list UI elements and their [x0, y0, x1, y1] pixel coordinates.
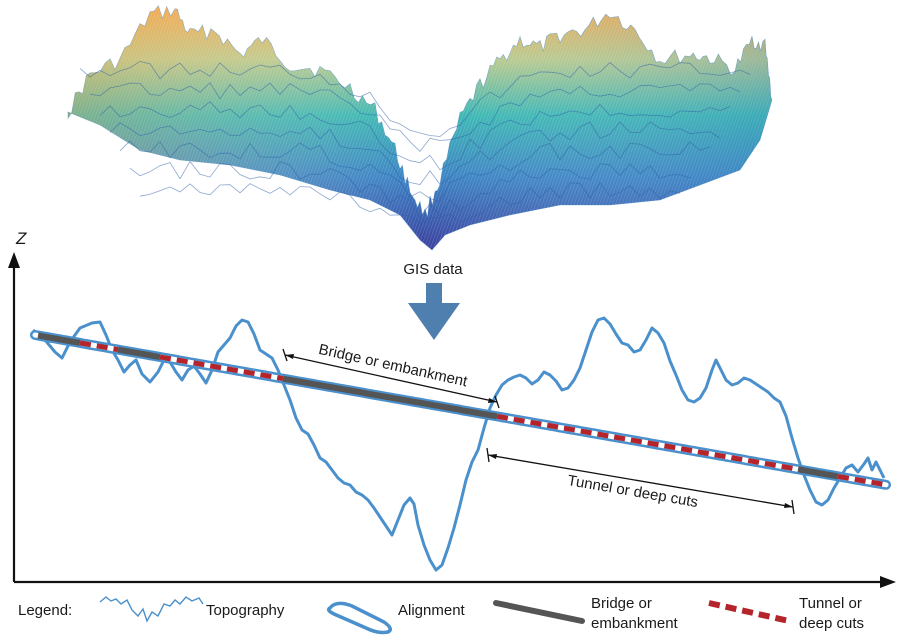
gis-data-label: GIS data — [403, 261, 463, 278]
z-axis-label: Z — [15, 229, 27, 248]
axes — [8, 252, 896, 588]
bridge-dimension — [282, 348, 500, 409]
legend-topography-label: Topography — [206, 602, 285, 619]
bridge-annotation: Bridge or embankment — [317, 341, 470, 391]
bridge-segment — [282, 375, 498, 420]
tunnel-annotation: Tunnel or deep cuts — [566, 472, 699, 511]
tunnel-segment — [79, 340, 119, 353]
legend-tunnel-swatch — [708, 600, 790, 624]
legend-bridge-label-line1: Bridge or — [591, 595, 652, 612]
terrain-surface — [67, 5, 773, 251]
legend-title: Legend: — [18, 602, 72, 619]
legend: Legend: Topography Alignment Bridge or e… — [18, 595, 864, 635]
legend-bridge-label-line2: embankment — [591, 615, 679, 632]
legend-topography-swatch — [99, 596, 204, 623]
down-arrow-icon — [408, 283, 460, 340]
legend-tunnel-label-line2: deep cuts — [799, 615, 864, 632]
tunnel-dimension — [486, 447, 795, 515]
bridge-segment — [37, 332, 81, 346]
legend-bridge-swatch — [493, 600, 585, 624]
topography-line — [32, 316, 886, 572]
tunnel-segment — [837, 473, 887, 488]
legend-alignment-swatch — [326, 601, 392, 635]
bridge-segment — [117, 346, 161, 360]
tunnel-segment — [496, 413, 799, 472]
legend-tunnel-label-line1: Tunnel or — [799, 595, 862, 612]
alignment — [30, 330, 891, 490]
tunnel-segment — [159, 354, 284, 382]
legend-alignment-label: Alignment — [398, 602, 466, 619]
bridge-segment — [797, 466, 839, 480]
